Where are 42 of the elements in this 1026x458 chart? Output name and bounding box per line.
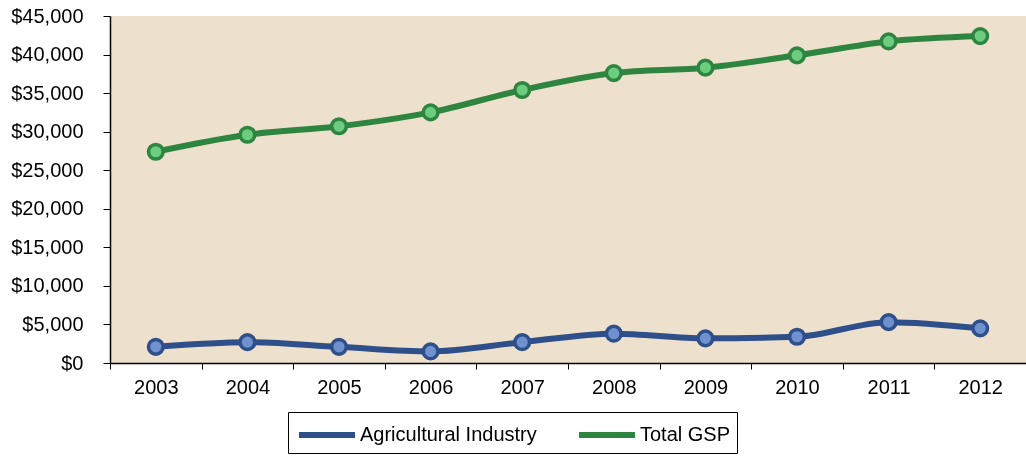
- x-tick-label: 2003: [134, 375, 179, 398]
- y-tick-label: $45,000: [11, 4, 84, 27]
- point: [146, 337, 165, 356]
- point: [604, 324, 623, 343]
- x-tick-label: 2006: [408, 375, 454, 398]
- point: [329, 117, 349, 136]
- point: [971, 26, 990, 46]
- y-tick-label: $0: [61, 351, 84, 374]
- y-tick-label: $30,000: [11, 120, 84, 143]
- point: [879, 32, 898, 51]
- y-tick-label: $15,000: [11, 235, 84, 258]
- x-tick-label: 2012: [958, 375, 1003, 398]
- x-tick-label: 2009: [683, 375, 729, 398]
- point: [513, 80, 532, 100]
- point: [421, 342, 440, 361]
- point: [696, 329, 715, 348]
- point: [146, 142, 165, 161]
- point: [421, 103, 440, 122]
- x-tick-label: 2005: [317, 375, 362, 398]
- point: [604, 64, 623, 83]
- point: [329, 337, 349, 356]
- point: [971, 319, 990, 338]
- y-tick-label: $25,000: [11, 158, 84, 181]
- y-tick-label: $5,000: [22, 312, 84, 335]
- point: [879, 313, 898, 332]
- point: [238, 333, 257, 352]
- y-tick-label: $20,000: [11, 197, 84, 220]
- x-tick-label: 2007: [500, 375, 545, 398]
- point: [696, 58, 715, 77]
- legend-label: Agricultural Industry: [360, 423, 537, 445]
- y-tick-label: $40,000: [11, 43, 84, 66]
- point: [787, 46, 807, 65]
- x-tick-label: 2011: [867, 375, 911, 398]
- x-tick-label: 2008: [592, 375, 637, 398]
- legend-label: Total GSP: [640, 423, 731, 445]
- y-tick-label: $10,000: [11, 274, 84, 297]
- x-tick-label: 2010: [775, 375, 820, 398]
- y-tick-label: $35,000: [11, 81, 84, 104]
- point: [513, 333, 532, 352]
- point: [238, 125, 257, 144]
- point: [787, 327, 807, 346]
- x-tick-label: 2004: [225, 375, 271, 398]
